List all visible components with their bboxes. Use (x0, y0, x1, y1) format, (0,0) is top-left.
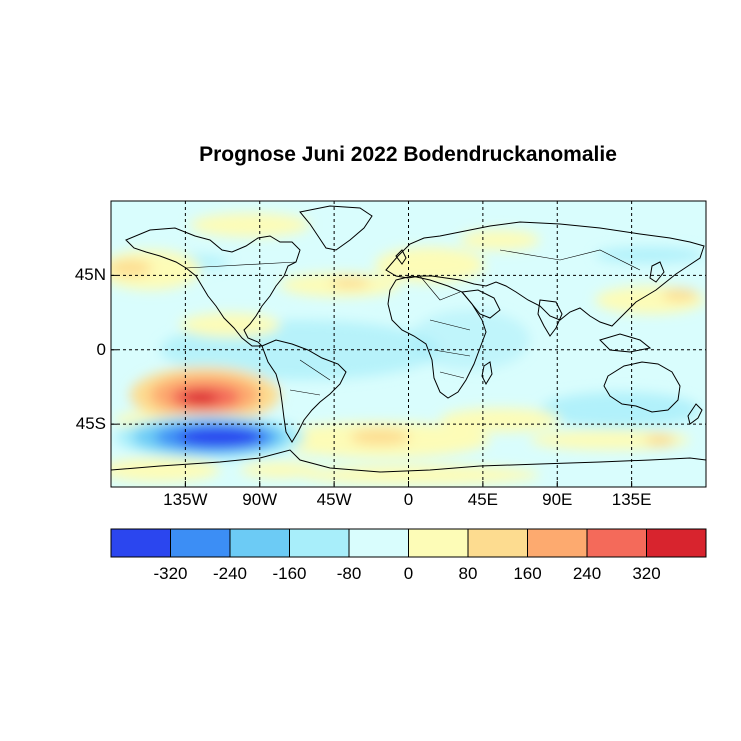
colorbar-label: -160 (272, 564, 307, 583)
lon-tick-label: 135W (163, 490, 208, 509)
lon-tick-label: 90W (242, 490, 278, 509)
colorbar-label: -240 (212, 564, 248, 583)
colorbar-swatch (646, 528, 707, 558)
lat-tick-label: 0 (96, 339, 106, 359)
colorbar-swatch (467, 528, 528, 558)
colorbar-label: 160 (513, 564, 542, 583)
colorbar-swatch (348, 528, 409, 558)
colorbar-swatch (408, 528, 469, 558)
lon-tick-label: 45E (467, 490, 498, 509)
colorbar (110, 528, 707, 558)
lon-tick-label: 90E (542, 490, 573, 509)
colorbar-swatch (289, 528, 350, 558)
lon-tick-label: 0 (403, 490, 414, 509)
colorbar-swatch (586, 528, 647, 558)
colorbar-label: 0 (403, 564, 414, 583)
colorbar-label: -80 (336, 564, 362, 583)
colorbar-label: -320 (153, 564, 188, 583)
colorbar-swatch (110, 528, 171, 558)
colorbar-swatch (229, 528, 290, 558)
colorbar-swatch (527, 528, 588, 558)
coastlines (111, 205, 706, 487)
colorbar-label: 80 (458, 564, 478, 583)
colorbar-label: 320 (632, 564, 661, 583)
lat-tick-label: 45N (74, 265, 106, 285)
lon-tick-label: 135E (611, 490, 652, 509)
colorbar-label: 240 (572, 564, 602, 583)
chart-title: Prognose Juni 2022 Bodendruckanomalie (199, 143, 617, 166)
colorbar-swatch (170, 528, 231, 558)
lat-tick-label: 45S (75, 414, 106, 434)
lon-tick-label: 45W (316, 490, 352, 509)
